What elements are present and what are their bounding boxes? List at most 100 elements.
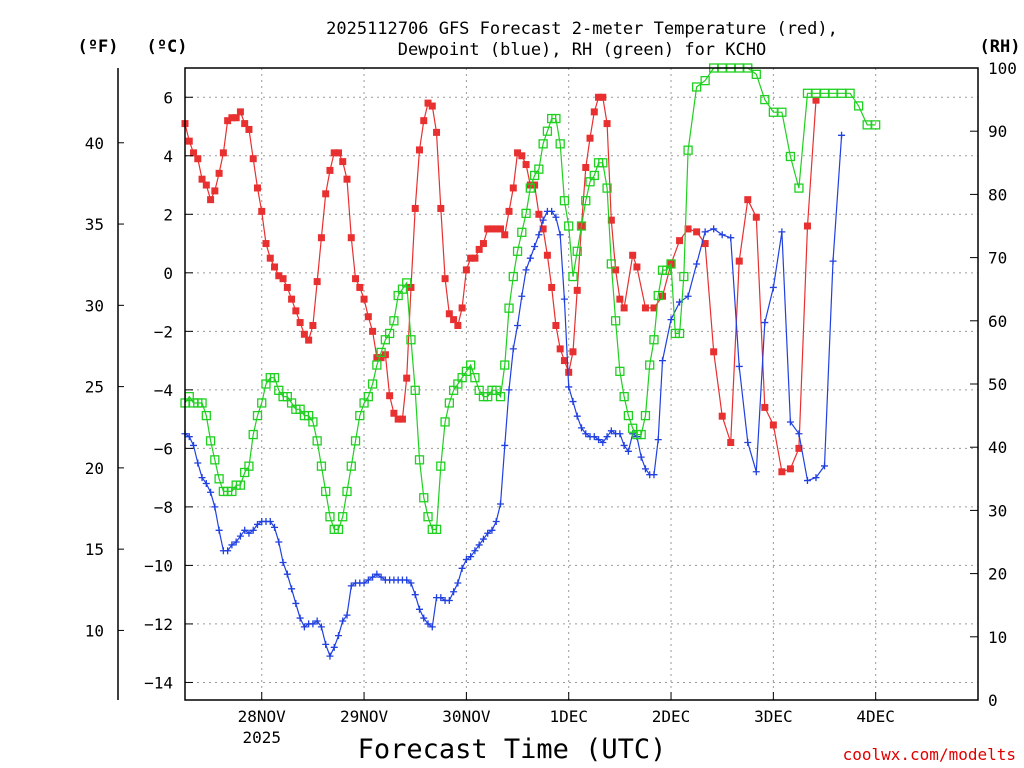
- dewpoint-point: [624, 447, 632, 455]
- temperature-point: [612, 266, 620, 274]
- temperature-point: [339, 158, 347, 166]
- temperature-point: [411, 204, 419, 212]
- dewpoint-point: [377, 573, 385, 581]
- celsius-tick-label: −2: [154, 322, 173, 341]
- dewpoint-point: [684, 292, 692, 300]
- dewpoint-point: [334, 632, 342, 640]
- temperature-point: [509, 184, 517, 192]
- dewpoint-point: [637, 453, 645, 461]
- dewpoint-point: [458, 564, 466, 572]
- dewpoint-point: [539, 216, 547, 224]
- dewpoint-point: [403, 576, 411, 584]
- temperature-point: [786, 465, 794, 473]
- rh-point: [350, 436, 361, 446]
- time-tick-label: 28NOV: [238, 707, 287, 726]
- rh-point: [645, 360, 655, 370]
- temperature-point: [373, 354, 381, 362]
- rh-point: [534, 164, 544, 174]
- temperature-point: [569, 348, 577, 356]
- temperature-point: [394, 415, 402, 423]
- dewpoint-point: [786, 418, 794, 426]
- dewpoint-point: [838, 131, 846, 139]
- rh-point: [508, 271, 518, 282]
- dewpoint-point: [198, 474, 206, 482]
- rh-point: [414, 455, 425, 465]
- dewpoint-point: [343, 611, 351, 619]
- dewpoint-point: [228, 541, 236, 549]
- temperature-point: [769, 421, 777, 429]
- dewpoint-point: [595, 436, 603, 444]
- celsius-axis: 6 4 2 0 −2 −4 −6 −8 −10 −12 −14: [144, 88, 193, 692]
- dewpoint-point: [560, 295, 568, 303]
- temperature-point: [548, 283, 556, 291]
- dewpoint-point: [275, 538, 283, 546]
- temperature-point: [190, 149, 198, 157]
- dewpoint-point: [607, 427, 615, 435]
- rh-point: [598, 158, 608, 168]
- temperature-point: [360, 295, 368, 303]
- dewpoint-point: [232, 538, 240, 546]
- dewpoint-point: [437, 594, 445, 602]
- temperature-point: [296, 319, 304, 327]
- rh-point: [542, 126, 553, 136]
- temperature-point: [207, 196, 215, 204]
- dewpoint-point: [603, 433, 611, 441]
- dewpoint-point: [514, 321, 522, 329]
- dewpoint-point: [296, 614, 304, 622]
- dewpoint-point: [761, 319, 769, 327]
- temperature-point: [275, 272, 283, 280]
- dewpoint-point: [330, 643, 338, 651]
- temperature-point: [292, 307, 300, 315]
- dewpoint-point: [207, 488, 215, 496]
- rh-point: [538, 139, 548, 149]
- dewpoint-point: [803, 477, 811, 485]
- temperature-point: [484, 225, 492, 233]
- dewpoint-point: [322, 640, 330, 648]
- temperature-point: [488, 225, 496, 233]
- dewpoint-point: [202, 479, 210, 487]
- temperature-point: [543, 251, 551, 259]
- dewpoint-point: [492, 518, 500, 526]
- temperature-point: [288, 295, 296, 303]
- time-tick-label: 1DEC: [549, 707, 588, 726]
- temperature-point: [322, 190, 330, 198]
- temperature-point: [211, 187, 219, 195]
- dewpoint-point: [654, 436, 662, 444]
- gridlines: [185, 68, 978, 700]
- dewpoint-point: [241, 526, 249, 534]
- dewpoint-point: [518, 292, 526, 300]
- dewpoint-point: [428, 623, 436, 631]
- rh-point: [342, 486, 352, 497]
- temperature-point: [522, 161, 530, 169]
- temperature-point: [505, 207, 513, 215]
- rh-point: [355, 410, 365, 421]
- temperature-point: [803, 222, 811, 230]
- temperature-point: [471, 254, 479, 262]
- rh-point: [372, 360, 382, 370]
- dewpoint-point: [194, 459, 202, 467]
- temperature-point: [347, 234, 355, 242]
- temperature-point: [727, 439, 735, 447]
- temperature-point: [198, 175, 206, 183]
- rh-point: [406, 335, 416, 345]
- temperature-point: [620, 304, 628, 312]
- temperature-point: [629, 251, 637, 259]
- dewpoint-point: [552, 213, 560, 221]
- temperature-point: [573, 286, 581, 294]
- dewpoint-point: [659, 357, 667, 365]
- dewpoint-point: [450, 588, 458, 596]
- temperature-point: [271, 263, 279, 271]
- temperature-point: [390, 409, 398, 417]
- dewpoint-point: [266, 518, 274, 526]
- rh-point: [559, 196, 570, 206]
- temperature-point: [735, 257, 743, 265]
- rh-point: [572, 246, 582, 256]
- temperature-point: [693, 228, 701, 236]
- rh-point: [235, 480, 246, 490]
- dewpoint-point: [253, 520, 261, 528]
- dewpoint-point: [360, 579, 368, 587]
- temperature-point: [236, 108, 244, 116]
- temperature-point: [258, 207, 266, 215]
- temperature-point: [556, 345, 564, 353]
